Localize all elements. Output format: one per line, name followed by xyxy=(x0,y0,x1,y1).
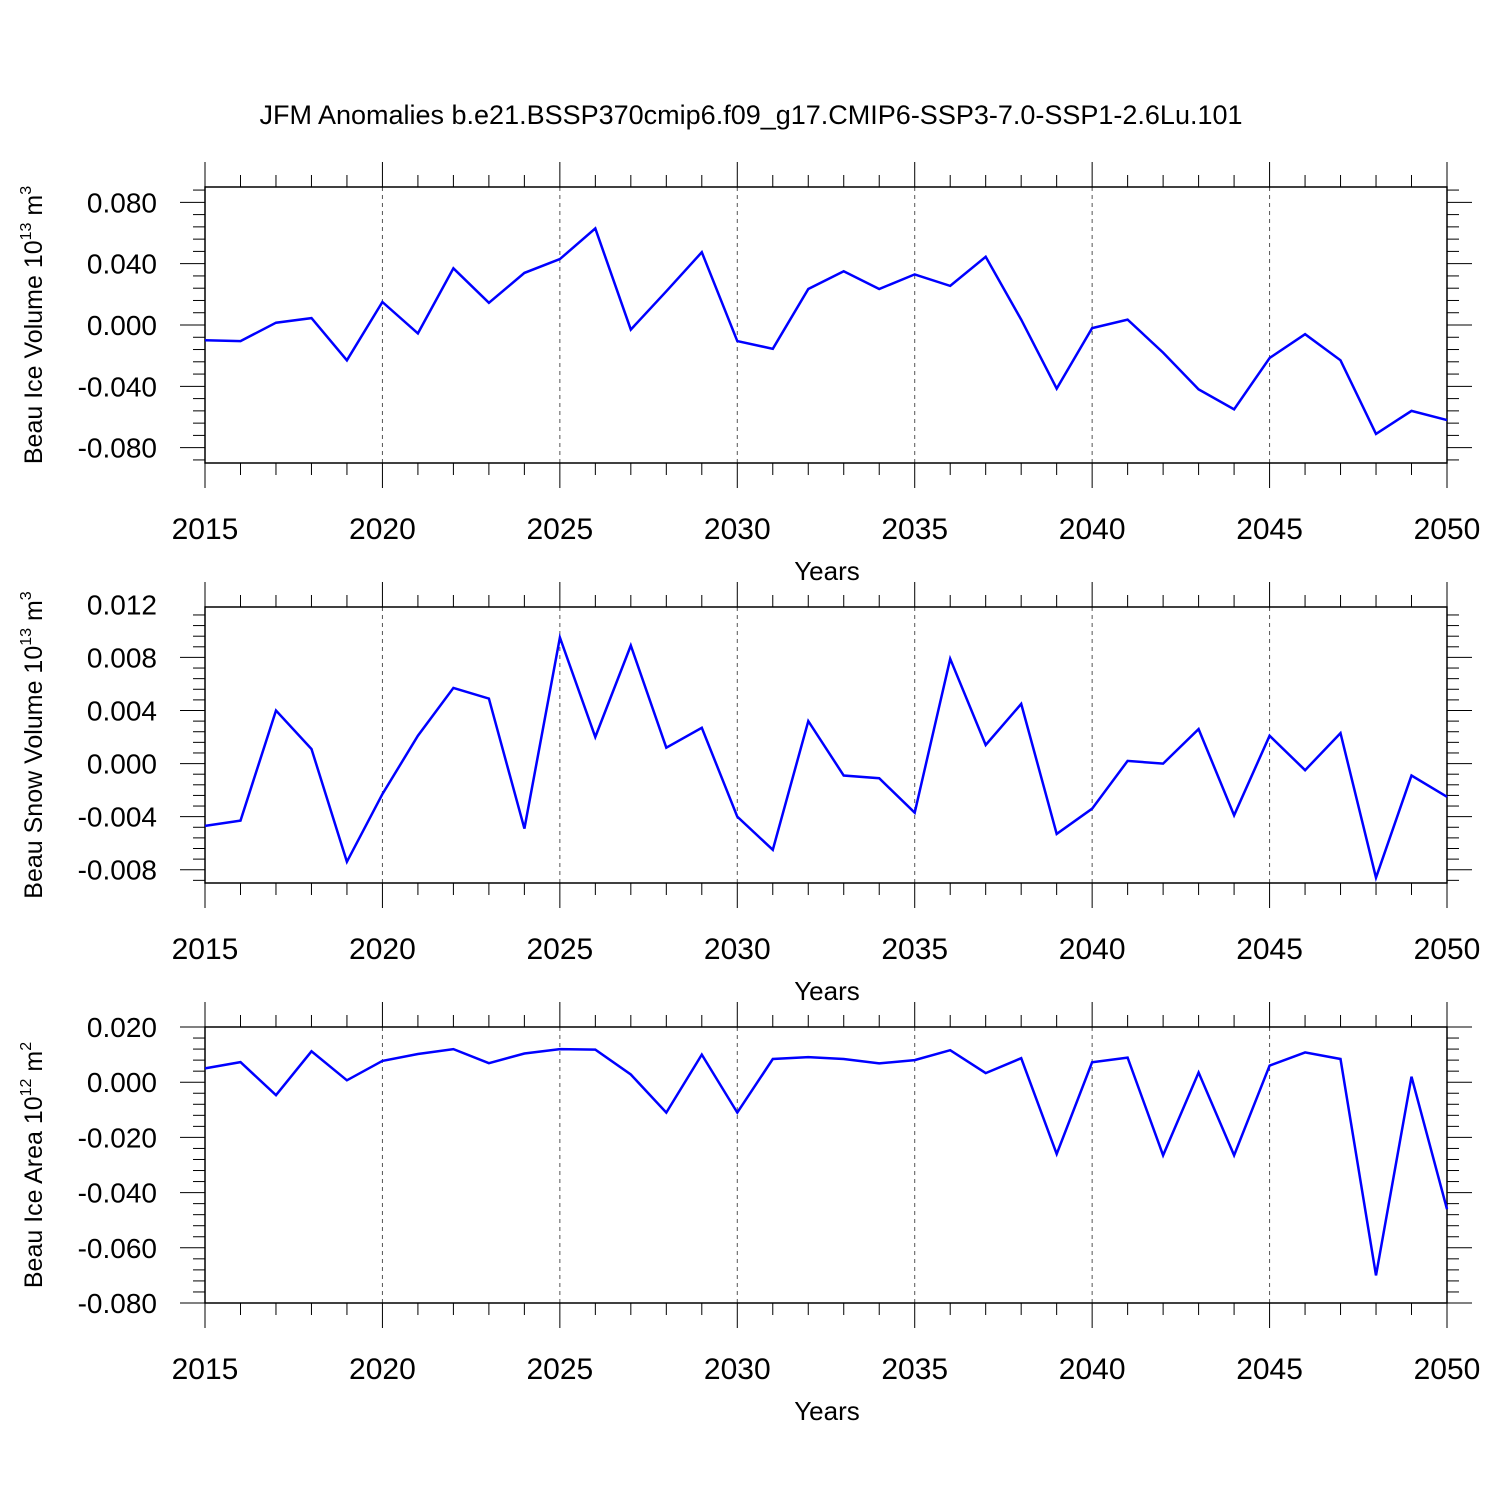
y-axis-label: Beau Ice Area 1012 m2 xyxy=(18,1042,48,1288)
y-tick-label: -0.004 xyxy=(78,802,157,833)
y-tick-label: -0.080 xyxy=(78,433,157,464)
y-tick-label: 0.020 xyxy=(87,1012,157,1043)
series-line xyxy=(204,1047,1449,1276)
x-tick-label: 2015 xyxy=(172,933,239,966)
x-tick-label: 2030 xyxy=(704,513,771,546)
plot-frame xyxy=(204,606,1448,884)
series-line xyxy=(204,632,1448,883)
x-tick-label: 2030 xyxy=(704,1353,771,1386)
y-axis-label: Beau Snow Volume 1013 m3 xyxy=(18,591,48,899)
y-tick-label: -0.020 xyxy=(78,1122,157,1153)
x-tick-label: 2040 xyxy=(1059,933,1126,966)
y-tick-label: -0.008 xyxy=(78,855,157,886)
x-tick-label: 2025 xyxy=(526,933,593,966)
plot-frame xyxy=(204,1026,1448,1304)
y-tick-label: 0.000 xyxy=(87,749,157,780)
y-tick-label: -0.080 xyxy=(78,1288,157,1319)
x-tick-label: 2015 xyxy=(172,1353,239,1386)
y-tick-label: 0.012 xyxy=(87,589,157,620)
x-axis-label: Years xyxy=(794,556,860,586)
plot-frame xyxy=(204,186,1448,464)
x-axis-label: Years xyxy=(794,1396,860,1426)
series-line xyxy=(204,226,1448,436)
y-tick-label: 0.008 xyxy=(87,642,157,673)
y-tick-label: -0.040 xyxy=(78,371,157,402)
x-tick-label: 2045 xyxy=(1236,1353,1303,1386)
y-tick-label: 0.000 xyxy=(87,310,157,341)
x-tick-label: 2025 xyxy=(526,513,593,546)
y-axis-label: Beau Ice Volume 1013 m3 xyxy=(18,186,48,464)
chart-panel-2: -0.008 -0.004 0.000 0.004 0.008 0.012 2015 2020… xyxy=(18,582,1480,1006)
y-tick-label: -0.060 xyxy=(78,1233,157,1264)
y-tick-label: 0.000 xyxy=(87,1067,157,1098)
chart-panel-1: -0.080 -0.040 0.000 0.040 0.080 2015 2020 2025 2… xyxy=(18,162,1480,586)
x-tick-label: 2020 xyxy=(349,1353,416,1386)
x-tick-label: 2040 xyxy=(1059,513,1126,546)
x-tick-label: 2045 xyxy=(1236,513,1303,546)
x-tick-label: 2020 xyxy=(349,513,416,546)
x-axis-label: Years xyxy=(794,976,860,1006)
x-tick-label: 2045 xyxy=(1236,933,1303,966)
y-tick-label: -0.040 xyxy=(78,1178,157,1209)
x-tick-label: 2035 xyxy=(881,1353,948,1386)
x-tick-label: 2050 xyxy=(1414,513,1481,546)
x-tick-label: 2050 xyxy=(1414,1353,1481,1386)
x-tick-label: 2020 xyxy=(349,933,416,966)
x-tick-label: 2040 xyxy=(1059,1353,1126,1386)
x-tick-label: 2025 xyxy=(526,1353,593,1386)
chart-panel-3: -0.080 -0.060 -0.040 -0.020 0.000 0.020 2015 20… xyxy=(18,1002,1480,1426)
x-tick-label: 2035 xyxy=(881,513,948,546)
x-tick-label: 2050 xyxy=(1414,933,1481,966)
y-tick-label: 0.080 xyxy=(87,187,157,218)
x-tick-label: 2035 xyxy=(881,933,948,966)
y-tick-label: 0.004 xyxy=(87,696,157,727)
y-tick-label: 0.040 xyxy=(87,249,157,280)
x-tick-label: 2015 xyxy=(172,513,239,546)
chart-title: JFM Anomalies b.e21.BSSP370cmip6.f09_g17… xyxy=(259,100,1242,130)
x-tick-label: 2030 xyxy=(704,933,771,966)
